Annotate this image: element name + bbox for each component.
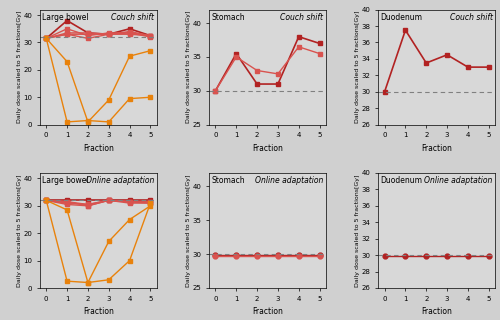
- Y-axis label: Daily dose scaled to 5 fractions[Gy]: Daily dose scaled to 5 fractions[Gy]: [356, 174, 360, 287]
- Text: Couch shift: Couch shift: [280, 13, 324, 22]
- Text: Duodenum: Duodenum: [380, 13, 422, 22]
- Text: Large bowel: Large bowel: [42, 176, 89, 185]
- Text: Duodenum: Duodenum: [380, 176, 422, 185]
- Text: Large bowel: Large bowel: [42, 13, 89, 22]
- Text: Stomach: Stomach: [212, 13, 245, 22]
- Y-axis label: Daily dose scaled to 5 fractions[Gy]: Daily dose scaled to 5 fractions[Gy]: [17, 174, 22, 287]
- Text: Online adaptation: Online adaptation: [424, 176, 492, 185]
- X-axis label: Fraction: Fraction: [252, 307, 283, 316]
- Text: Online adaptation: Online adaptation: [86, 176, 154, 185]
- Text: Couch shift: Couch shift: [112, 13, 154, 22]
- Y-axis label: Daily dose scaled to 5 fractions[Gy]: Daily dose scaled to 5 fractions[Gy]: [17, 11, 22, 124]
- X-axis label: Fraction: Fraction: [83, 144, 114, 153]
- X-axis label: Fraction: Fraction: [83, 307, 114, 316]
- Y-axis label: Daily dose scaled to 5 fractions[Gy]: Daily dose scaled to 5 fractions[Gy]: [356, 11, 360, 124]
- Text: Online adaptation: Online adaptation: [255, 176, 324, 185]
- Y-axis label: Daily dose scaled to 5 fractions[Gy]: Daily dose scaled to 5 fractions[Gy]: [186, 11, 191, 124]
- Text: Couch shift: Couch shift: [450, 13, 492, 22]
- X-axis label: Fraction: Fraction: [421, 307, 452, 316]
- X-axis label: Fraction: Fraction: [252, 144, 283, 153]
- X-axis label: Fraction: Fraction: [421, 144, 452, 153]
- Y-axis label: Daily dose scaled to 5 fractions[Gy]: Daily dose scaled to 5 fractions[Gy]: [186, 174, 191, 287]
- Text: Stomach: Stomach: [212, 176, 245, 185]
